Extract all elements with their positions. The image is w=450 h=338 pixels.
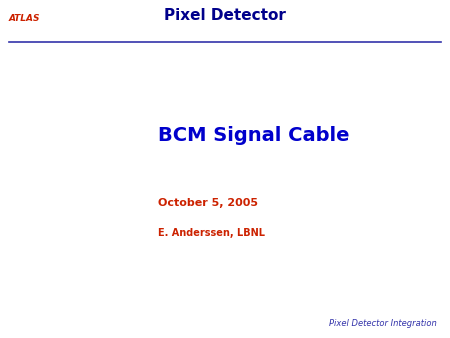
Text: Pixel Detector: Pixel Detector [164, 8, 286, 23]
Text: ATLAS: ATLAS [9, 14, 40, 23]
Text: E. Anderssen, LBNL: E. Anderssen, LBNL [158, 228, 265, 238]
Text: Pixel Detector Integration: Pixel Detector Integration [329, 319, 436, 328]
Text: October 5, 2005: October 5, 2005 [158, 198, 257, 208]
Text: BCM Signal Cable: BCM Signal Cable [158, 126, 349, 145]
